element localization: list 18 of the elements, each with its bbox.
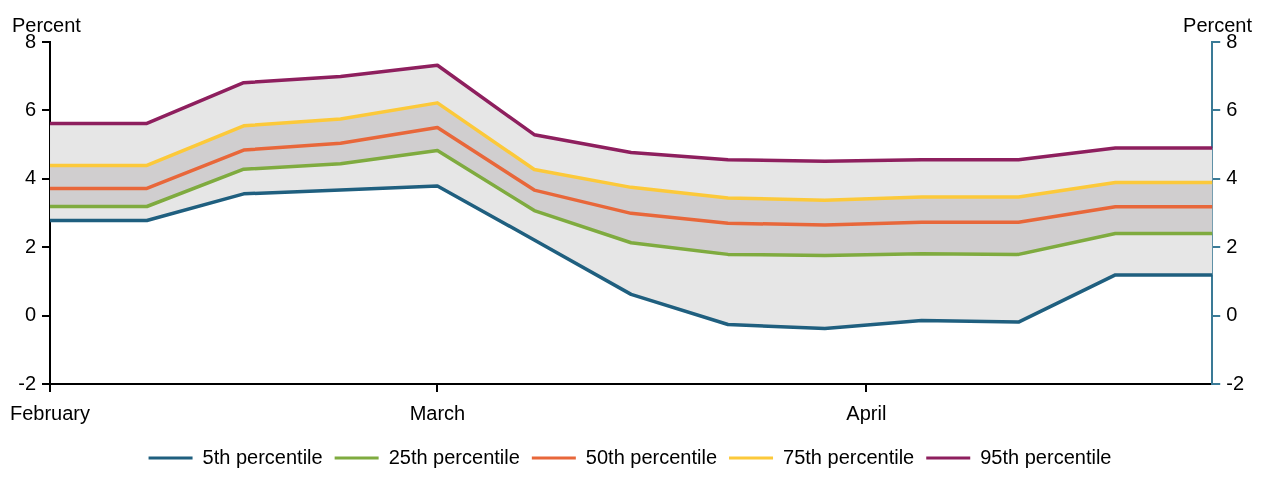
y2-tick-label: 6 bbox=[1226, 97, 1238, 120]
x-tick-label: March bbox=[409, 401, 466, 424]
legend-label: 50th percentile bbox=[585, 445, 718, 468]
y-tick-label: 4 bbox=[24, 166, 37, 189]
legend-label: 25th percentile bbox=[388, 445, 520, 468]
y2-tick-label: -2 bbox=[1226, 371, 1245, 394]
y2-tick-label: 4 bbox=[1226, 166, 1238, 189]
y2-tick-label: 0 bbox=[1226, 303, 1238, 326]
y2-tick-label: 2 bbox=[1226, 234, 1238, 257]
legend-label: 75th percentile bbox=[783, 445, 915, 468]
legend-label: 95th percentile bbox=[980, 445, 1112, 468]
y-tick-label: 2 bbox=[24, 234, 37, 257]
legend-label: 5th percentile bbox=[202, 445, 323, 468]
y-tick-label: 6 bbox=[24, 97, 37, 120]
y-tick-label: -2 bbox=[18, 371, 37, 394]
y-tick-label: 0 bbox=[24, 303, 37, 326]
x-tick-label: February bbox=[10, 401, 91, 424]
x-tick-label: April bbox=[846, 401, 887, 424]
